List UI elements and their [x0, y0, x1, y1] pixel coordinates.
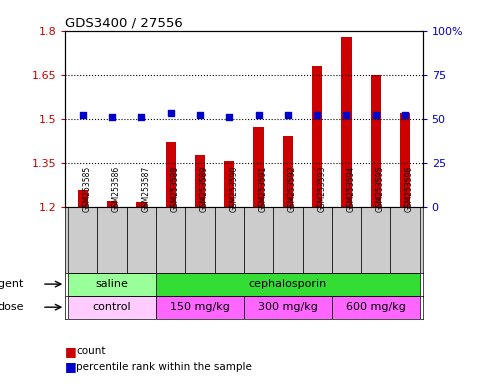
Bar	[166, 142, 176, 207]
Text: agent: agent	[0, 279, 24, 289]
Text: GSM253586: GSM253586	[112, 166, 121, 212]
Point	[372, 112, 380, 118]
Bar	[341, 36, 352, 207]
Bar	[156, 207, 185, 273]
Point	[255, 112, 262, 118]
Point	[313, 112, 321, 118]
Bar	[195, 155, 205, 207]
Text: percentile rank within the sample: percentile rank within the sample	[76, 362, 252, 372]
Point	[108, 114, 116, 120]
Bar	[273, 207, 302, 273]
Bar	[127, 207, 156, 273]
Bar	[332, 296, 420, 319]
Text: cephalosporin: cephalosporin	[249, 279, 327, 289]
Point	[401, 112, 409, 118]
Text: GSM253587: GSM253587	[142, 166, 150, 212]
Text: GDS3400 / 27556: GDS3400 / 27556	[65, 17, 183, 30]
Bar	[302, 207, 332, 273]
Point	[138, 114, 145, 120]
Text: control: control	[93, 302, 131, 312]
Bar	[312, 66, 322, 207]
Bar	[68, 207, 98, 273]
Text: GSM253591: GSM253591	[258, 166, 268, 212]
Bar	[244, 207, 273, 273]
Bar	[107, 201, 117, 207]
Text: ■: ■	[65, 360, 77, 373]
Bar	[254, 127, 264, 207]
Bar	[136, 202, 146, 207]
Text: GSM253588: GSM253588	[170, 166, 180, 212]
Bar	[98, 207, 127, 273]
Text: ■: ■	[65, 345, 77, 358]
Text: dose: dose	[0, 302, 24, 312]
Text: GSM253589: GSM253589	[200, 166, 209, 212]
Bar	[370, 75, 381, 207]
Bar	[156, 273, 420, 296]
Text: GSM253585: GSM253585	[83, 166, 92, 212]
Bar	[68, 296, 156, 319]
Text: 600 mg/kg: 600 mg/kg	[346, 302, 406, 312]
Point	[342, 112, 350, 118]
Bar	[68, 273, 156, 296]
Bar	[185, 207, 214, 273]
Point	[196, 112, 204, 118]
Text: GSM253594: GSM253594	[346, 166, 355, 212]
Bar	[332, 207, 361, 273]
Bar	[224, 161, 234, 207]
Point	[226, 114, 233, 120]
Point	[79, 112, 86, 118]
Bar	[283, 136, 293, 207]
Text: GSM253593: GSM253593	[317, 166, 326, 212]
Bar	[400, 113, 410, 207]
Bar	[361, 207, 390, 273]
Bar	[214, 207, 244, 273]
Text: GSM253590: GSM253590	[229, 166, 238, 212]
Bar	[156, 296, 244, 319]
Text: 300 mg/kg: 300 mg/kg	[258, 302, 318, 312]
Text: saline: saline	[96, 279, 128, 289]
Bar	[244, 296, 332, 319]
Text: 150 mg/kg: 150 mg/kg	[170, 302, 230, 312]
Text: GSM253596: GSM253596	[405, 166, 414, 212]
Text: GSM253592: GSM253592	[288, 166, 297, 212]
Text: count: count	[76, 346, 106, 356]
Text: GSM253595: GSM253595	[376, 166, 385, 212]
Point	[284, 112, 292, 118]
Point	[167, 110, 174, 116]
Bar	[78, 190, 88, 207]
Bar	[390, 207, 420, 273]
